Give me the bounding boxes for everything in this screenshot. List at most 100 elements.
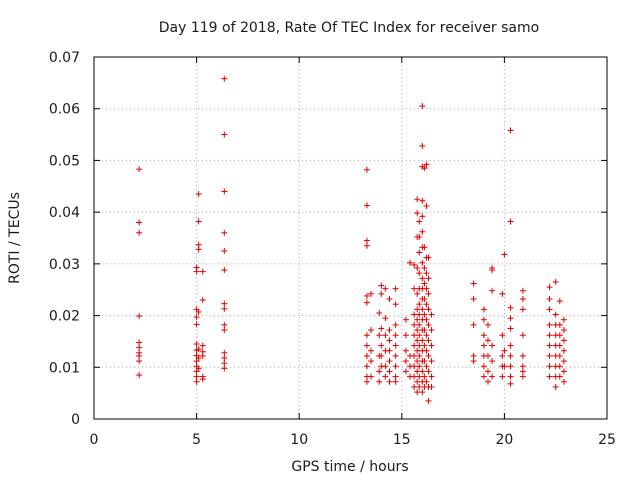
data-point xyxy=(428,342,435,349)
data-point xyxy=(499,373,506,380)
x-tick-label: 20 xyxy=(495,432,513,448)
data-point xyxy=(423,316,430,323)
data-point xyxy=(382,363,389,370)
data-point xyxy=(195,365,202,372)
data-point xyxy=(556,373,563,380)
data-point xyxy=(414,264,421,271)
data-point xyxy=(484,368,491,375)
data-point xyxy=(519,296,526,303)
data-point xyxy=(423,332,430,339)
data-point xyxy=(425,397,432,404)
data-point xyxy=(421,165,428,172)
data-point xyxy=(363,378,370,385)
data-point xyxy=(556,321,563,328)
data-point xyxy=(376,309,383,316)
data-point xyxy=(425,368,432,375)
data-point xyxy=(392,378,399,385)
data-point xyxy=(470,296,477,303)
data-point xyxy=(392,285,399,292)
data-point xyxy=(195,246,202,253)
data-point xyxy=(499,290,506,297)
data-point xyxy=(507,342,514,349)
x-tick-label: 25 xyxy=(598,432,616,448)
data-point xyxy=(363,237,370,244)
data-point xyxy=(507,315,514,322)
data-point xyxy=(428,383,435,390)
data-point xyxy=(425,306,432,313)
data-point xyxy=(221,327,228,334)
data-point xyxy=(382,285,389,292)
data-point xyxy=(425,337,432,344)
data-point xyxy=(546,332,553,339)
data-point xyxy=(414,196,421,203)
data-point xyxy=(519,363,526,370)
data-point xyxy=(425,321,432,328)
data-point xyxy=(519,368,526,375)
data-point xyxy=(378,352,385,359)
data-point xyxy=(414,210,421,217)
data-point xyxy=(221,360,228,367)
data-point xyxy=(414,389,421,396)
data-point xyxy=(556,332,563,339)
data-point xyxy=(428,358,435,365)
data-point xyxy=(416,383,423,390)
data-point xyxy=(489,373,496,380)
data-point xyxy=(363,342,370,349)
data-point xyxy=(428,327,435,334)
data-point xyxy=(489,358,496,365)
data-point xyxy=(136,219,143,226)
data-point xyxy=(507,304,514,311)
x-tick-label: 15 xyxy=(393,432,411,448)
data-point xyxy=(368,358,375,365)
data-point xyxy=(221,188,228,195)
data-point xyxy=(507,127,514,134)
data-point xyxy=(407,259,414,266)
data-point xyxy=(392,301,399,308)
data-point xyxy=(411,352,418,359)
data-point xyxy=(136,344,143,351)
grid-lines xyxy=(94,57,607,419)
data-point xyxy=(546,352,553,359)
data-point xyxy=(546,296,553,303)
data-point xyxy=(499,332,506,339)
data-point xyxy=(363,352,370,359)
data-point xyxy=(411,261,418,268)
data-point xyxy=(193,341,200,348)
data-point xyxy=(221,229,228,236)
data-point xyxy=(470,352,477,359)
data-point xyxy=(419,259,426,266)
data-point xyxy=(221,321,228,328)
data-point xyxy=(428,373,435,380)
data-point xyxy=(560,368,567,375)
data-point xyxy=(419,213,426,220)
data-point xyxy=(519,373,526,380)
data-point xyxy=(484,337,491,344)
data-point xyxy=(507,373,514,380)
y-tick-label: 0.07 xyxy=(49,50,80,66)
data-point xyxy=(193,314,200,321)
data-point xyxy=(221,349,228,356)
data-point xyxy=(386,358,393,365)
data-point xyxy=(507,325,514,332)
data-point xyxy=(392,363,399,370)
x-tick-label: 10 xyxy=(290,432,308,448)
data-point xyxy=(546,373,553,380)
data-point xyxy=(193,373,200,380)
data-point xyxy=(193,368,200,375)
data-point xyxy=(484,321,491,328)
data-point xyxy=(546,363,553,370)
data-point xyxy=(556,342,563,349)
data-point xyxy=(416,270,423,277)
data-point xyxy=(402,358,409,365)
y-tick-labels: 0 0.01 0.02 0.03 0.04 0.05 0.06 0.07 xyxy=(49,50,80,428)
data-point xyxy=(193,321,200,328)
data-point xyxy=(560,316,567,323)
data-point xyxy=(484,378,491,385)
data-point xyxy=(428,311,435,318)
x-tick-label: 5 xyxy=(192,432,201,448)
data-point xyxy=(421,264,428,271)
y-tick-label: 0.03 xyxy=(49,257,80,273)
data-point xyxy=(416,342,423,349)
data-point xyxy=(484,352,491,359)
data-point xyxy=(414,306,421,313)
